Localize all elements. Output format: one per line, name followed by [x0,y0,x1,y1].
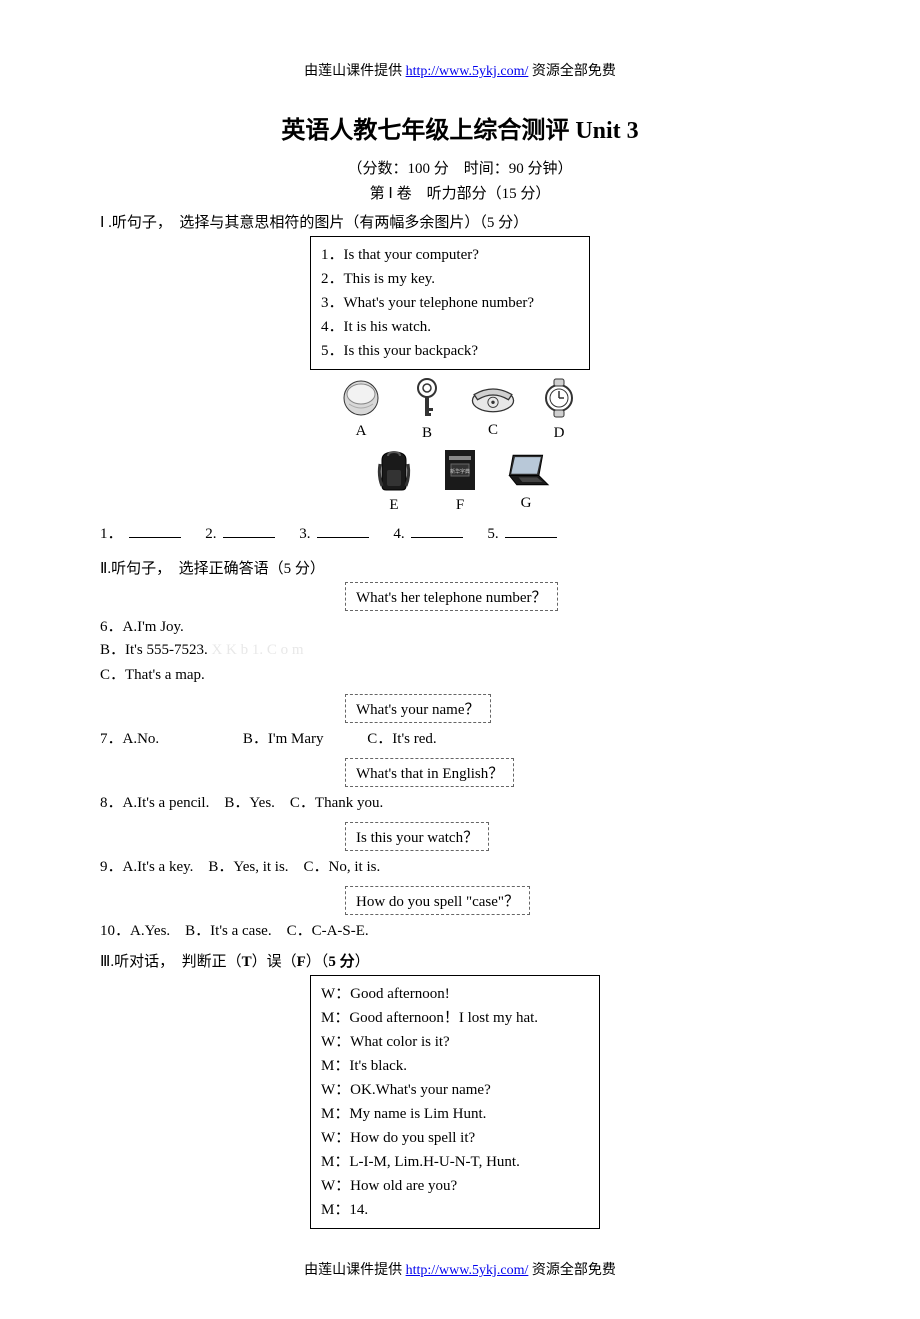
blank-label: 4. [393,526,404,542]
image-label: F [436,497,484,514]
dialog-box: W：Good afternoon! M：Good afternoon！I los… [310,975,600,1229]
image-label: E [370,497,418,514]
s3-f: F [297,954,306,970]
q10-options: 10．A.Yes. B．It's a case. C．C-A-S-E. [100,919,820,940]
s3-prefix: Ⅲ.听对话， 判断正（ [100,954,242,970]
dialog-line: M：It's black. [321,1054,589,1078]
image-label: D [535,425,583,442]
dialog-line: M：Good afternoon！I lost my hat. [321,1006,589,1030]
image-label: A [337,423,385,440]
s3-suf: ）（ [306,954,329,970]
subtitle-part: 第 Ⅰ 卷 听力部分（15 分） [100,182,820,203]
header-suffix: 资源全部免费 [528,64,616,79]
image-c: C [469,378,517,442]
blank-label: 3. [299,526,310,542]
s3-close: ） [355,954,370,970]
q6-prompt: What's her telephone number？ [345,582,558,611]
image-row-1: A B C D [100,378,820,442]
blank-label: 1． [100,526,123,542]
ball-icon [337,378,385,418]
footer-link[interactable]: http://www.5ykj.com/ [406,1263,529,1278]
image-a: A [337,378,385,442]
watermark-text: X K b 1. C o m [211,642,303,658]
image-d: D [535,378,583,442]
list-item: 2．This is my key. [321,267,579,291]
blank-field[interactable] [411,537,463,538]
section-2-label: Ⅱ.听句子， 选择正确答语（5 分） [100,557,820,578]
list-item: 5．Is this your backpack? [321,339,579,363]
blank-label: 5. [487,526,498,542]
svg-text:新华字典: 新华字典 [450,468,470,475]
image-e: E [370,450,418,514]
list-item: 3．What's your telephone number? [321,291,579,315]
watch-icon [535,378,583,418]
q7-c: C．It's red. [367,731,436,747]
image-row-2: E 新华字典 F G [100,450,820,514]
s3-t: T [242,954,252,970]
q8-options: 8．A.It's a pencil. B．Yes. C．Thank you. [100,791,820,812]
image-g: G [502,450,550,514]
dialog-line: M：L-I-M, Lim.H-U-N-T, Hunt. [321,1150,589,1174]
page-header: 由莲山课件提供 http://www.5ykj.com/ 资源全部免费 [100,60,820,80]
q6-option-c: C．That's a map. [100,663,820,684]
blank-label: 2. [205,526,216,542]
subtitle-score-time: （分数：100 分 时间：90 分钟） [100,157,820,178]
laptop-icon [502,450,550,490]
dialog-line: W：Good afternoon! [321,982,589,1006]
dialog-line: W：What color is it? [321,1030,589,1054]
footer-prefix: 由莲山课件提供 [304,1263,406,1278]
q7-b: B．I'm Mary [243,731,324,747]
header-prefix: 由莲山课件提供 [304,64,406,79]
image-label: B [403,425,451,442]
image-label: G [502,495,550,512]
dialog-line: M：My name is Lim Hunt. [321,1102,589,1126]
backpack-icon [370,450,418,490]
q9-prompt: Is this your watch？ [345,822,489,851]
blank-field[interactable] [317,537,369,538]
section-1-sentence-box: 1．Is that your computer? 2．This is my ke… [310,236,590,370]
q6-option-b: B．It's 555-7523. X K b 1. C o m [100,638,820,659]
dialog-line: W：How old are you? [321,1174,589,1198]
q7-options: 7．A.No. B．I'm Mary C．It's red. [100,727,820,748]
dialog-line: W：OK.What's your name? [321,1078,589,1102]
q9-options: 9．A.It's a key. B．Yes, it is. C．No, it i… [100,855,820,876]
q7-prompt: What's your name？ [345,694,491,723]
page-footer: 由莲山课件提供 http://www.5ykj.com/ 资源全部免费 [100,1259,820,1279]
key-icon [403,378,451,418]
dictionary-icon: 新华字典 [436,450,484,490]
document-title: 英语人教七年级上综合测评 Unit 3 [100,110,820,145]
q10-prompt: How do you spell "case"？ [345,886,530,915]
blank-field[interactable] [505,537,557,538]
dialog-line: W：How do you spell it? [321,1126,589,1150]
q7-a: 7．A.No. [100,731,159,747]
q6-b-text: B．It's 555-7523. [100,642,208,658]
footer-suffix: 资源全部免费 [528,1263,616,1278]
section-3-label: Ⅲ.听对话， 判断正（T）误（F）（5 分） [100,950,820,971]
list-item: 1．Is that your computer? [321,243,579,267]
q8-prompt: What's that in English？ [345,758,514,787]
s3-mid: ）误（ [252,954,297,970]
q6-option-a: 6．A.I'm Joy. [100,615,820,636]
answer-blanks: 1． 2. 3. 4. 5. [100,522,820,543]
list-item: 4．It is his watch. [321,315,579,339]
header-link[interactable]: http://www.5ykj.com/ [406,64,529,79]
image-b: B [403,378,451,442]
telephone-icon [469,378,517,418]
blank-field[interactable] [223,537,275,538]
image-label: C [469,422,517,439]
s3-pts: 5 分 [328,954,354,970]
image-f: 新华字典 F [436,450,484,514]
dialog-line: M：14. [321,1198,589,1222]
section-1-label: Ⅰ .听句子， 选择与其意思相符的图片（有两幅多余图片）（5 分） [100,211,820,232]
blank-field[interactable] [129,537,181,538]
